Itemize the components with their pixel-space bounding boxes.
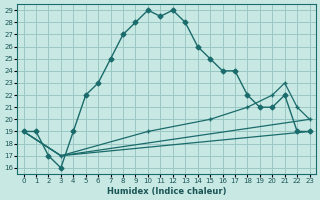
X-axis label: Humidex (Indice chaleur): Humidex (Indice chaleur) xyxy=(107,187,226,196)
